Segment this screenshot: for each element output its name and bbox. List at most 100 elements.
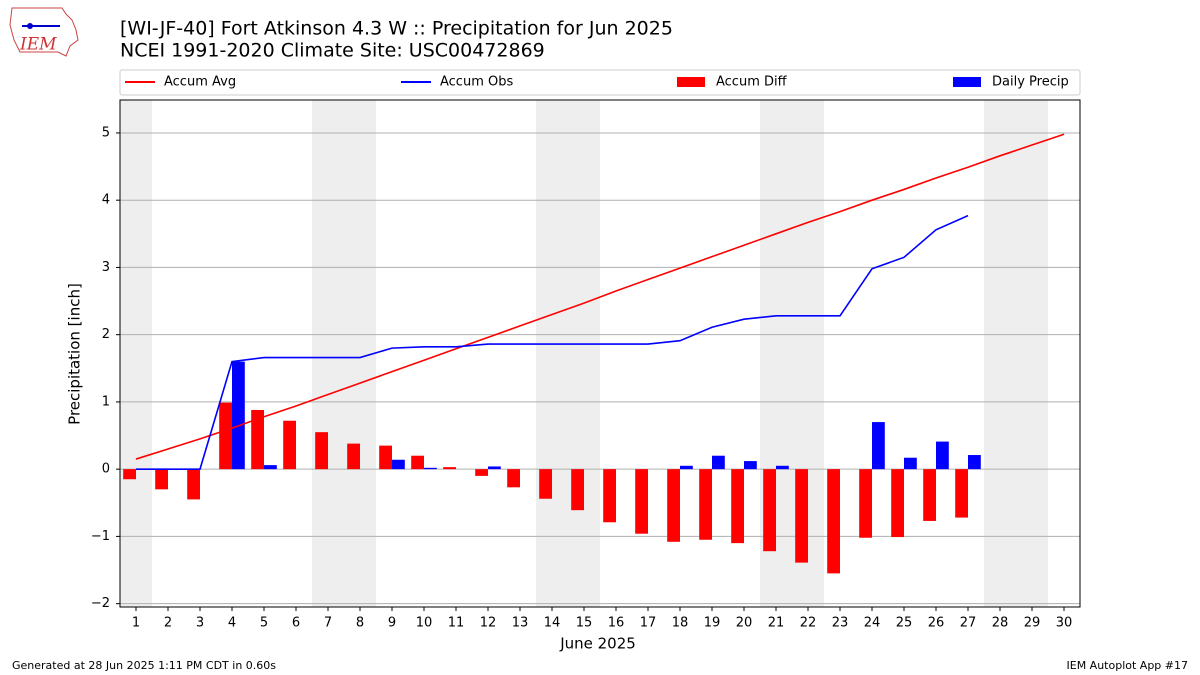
x-tick-label: 1 [132, 616, 140, 631]
x-tick-label: 14 [544, 616, 561, 631]
logo-outline [9, 7, 79, 57]
chart-title: [WI-JF-40] Fort Atkinson 4.3 W :: Precip… [120, 18, 673, 40]
x-tick-label: 27 [960, 616, 977, 631]
bar [251, 409, 264, 470]
weekend-band [536, 100, 568, 607]
x-tick-label: 19 [704, 616, 721, 631]
x-tick-label: 3 [196, 616, 204, 631]
x-tick-label: 28 [992, 616, 1009, 631]
bar [731, 469, 744, 544]
x-tick-label: 25 [896, 616, 913, 631]
y-tick-label: 5 [102, 125, 110, 140]
chart-subtitle: NCEI 1991-2020 Climate Site: USC00472869 [120, 40, 545, 62]
bar [891, 469, 904, 538]
x-tick-label: 29 [1024, 616, 1041, 631]
bar [443, 467, 456, 470]
x-axis-label: June 2025 [559, 635, 636, 653]
bar [475, 469, 488, 476]
plot-frame [119, 99, 1081, 608]
bar [763, 469, 776, 552]
weekend-band [344, 100, 376, 607]
x-tick-label: 6 [292, 616, 300, 631]
bar [488, 466, 501, 470]
x-tick-label: 15 [576, 616, 593, 631]
weekend-band [984, 100, 1016, 607]
bar [667, 469, 680, 542]
weekend-band [1016, 100, 1048, 607]
x-tick-label: 10 [416, 616, 433, 631]
x-tick-label: 12 [480, 616, 497, 631]
legend-box [119, 69, 1081, 96]
x-tick-label: 9 [388, 616, 396, 631]
bar [379, 445, 392, 470]
bar [283, 420, 296, 470]
bar [923, 469, 936, 521]
y-tick-label: 4 [102, 193, 110, 208]
bar [232, 361, 245, 470]
x-tick-label: 11 [448, 616, 465, 631]
x-tick-label: 4 [228, 616, 236, 631]
bar [187, 469, 200, 500]
weekend-band [120, 100, 152, 607]
logo-text: IEM [19, 35, 57, 55]
legend-label: Daily Precip [992, 75, 1069, 90]
logo: IEM [9, 7, 79, 57]
x-tick-label: 7 [324, 616, 332, 631]
bar [744, 461, 757, 470]
bar [392, 459, 405, 470]
bar [776, 465, 789, 470]
legend-label: Accum Obs [440, 75, 513, 90]
bar [699, 469, 712, 540]
bar [571, 469, 584, 511]
bar [680, 465, 693, 470]
bar [904, 457, 917, 470]
x-tick-label: 26 [928, 616, 945, 631]
bar [712, 455, 725, 470]
bar [424, 467, 437, 470]
weekend-band [568, 100, 600, 607]
legend-label: Accum Diff [716, 75, 788, 90]
weekend-band [312, 100, 344, 607]
bar [315, 432, 328, 470]
y-axis-label: Precipitation [inch] [66, 283, 84, 425]
bar [635, 469, 648, 534]
bar [347, 443, 360, 470]
x-tick-label: 13 [512, 616, 529, 631]
x-tick-label: 8 [356, 616, 364, 631]
x-tick-label: 2 [164, 616, 172, 631]
bar [603, 469, 616, 523]
y-tick-label: 1 [102, 394, 110, 409]
x-tick-label: 22 [800, 616, 817, 631]
legend-label: Accum Avg [164, 75, 236, 90]
bar [968, 455, 981, 470]
logo-dot [27, 23, 33, 29]
bar [411, 455, 424, 470]
bar [936, 441, 949, 470]
line [136, 214, 969, 470]
footer-left: Generated at 28 Jun 2025 1:11 PM CDT in … [12, 659, 276, 672]
y-tick-label: −1 [91, 529, 110, 544]
bar [955, 469, 968, 518]
bar [795, 469, 808, 563]
x-tick-label: 23 [832, 616, 849, 631]
x-tick-label: 5 [260, 616, 268, 631]
bar [859, 469, 872, 538]
y-tick-label: 3 [102, 260, 110, 275]
bar [264, 465, 277, 470]
legend-swatch [953, 77, 981, 87]
bar [872, 422, 885, 470]
bar [539, 469, 552, 499]
x-tick-label: 21 [768, 616, 785, 631]
y-tick-label: 2 [102, 327, 110, 342]
bar [827, 469, 840, 574]
x-tick-label: 20 [736, 616, 753, 631]
bar [123, 469, 136, 480]
bar [507, 469, 520, 488]
legend-swatch [677, 77, 705, 87]
y-tick-label: −2 [91, 596, 110, 611]
bar [219, 402, 232, 470]
line [135, 133, 1065, 460]
x-tick-label: 24 [864, 616, 881, 631]
x-tick-label: 18 [672, 616, 689, 631]
